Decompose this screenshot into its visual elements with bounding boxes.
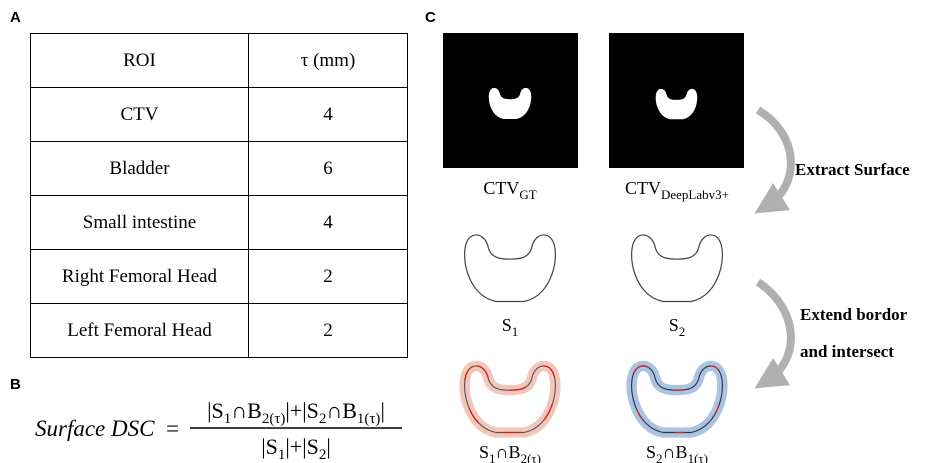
formula-lhs: Surface DSC — [35, 416, 155, 441]
table-cell: ROI — [31, 34, 249, 88]
table-cell: 4 — [249, 196, 408, 250]
step-label: Extend bordor — [800, 305, 908, 324]
text-part: ∩B — [326, 398, 357, 423]
text-part: CTV — [625, 178, 661, 198]
table-cell: Bladder — [31, 142, 249, 196]
subscript: 2 — [319, 411, 327, 427]
table-cell: 6 — [249, 142, 408, 196]
table-cell: Small intestine — [31, 196, 249, 250]
table-cell: 2 — [249, 250, 408, 304]
image-caption: S2∩B1(τ) — [646, 442, 708, 463]
step-label: and intersect — [800, 342, 894, 361]
subscript: 1 — [512, 324, 519, 339]
subscript: 2 — [679, 324, 686, 339]
table-cell: 4 — [249, 88, 408, 142]
formula-equals: = — [166, 416, 179, 441]
text-part: |S — [207, 398, 224, 423]
image-caption: S2 — [669, 315, 686, 339]
step-arrow — [758, 110, 791, 205]
subscript: 1(τ) — [688, 451, 708, 463]
formula-denominator: |S1|+|S2| — [261, 434, 331, 463]
table-cell: Right Femoral Head — [31, 250, 249, 304]
subscript: GT — [519, 187, 536, 202]
text-part: CTV — [483, 178, 519, 198]
table-cell: 2 — [249, 304, 408, 358]
panel-label: C — [425, 9, 436, 26]
image-caption: CTVGT — [483, 178, 536, 202]
surface-outline — [465, 235, 556, 302]
surface-outline — [632, 235, 723, 302]
text-part: ∩B — [231, 398, 262, 423]
text-part: S — [479, 442, 489, 462]
subscript: 2(τ) — [262, 411, 286, 427]
subscript: 1(τ) — [357, 411, 381, 427]
panel-label: B — [10, 376, 21, 393]
subscript: 2 — [319, 447, 327, 463]
subscript: 1 — [278, 447, 286, 463]
panel-label: A — [10, 9, 21, 26]
text-part: S — [646, 442, 656, 462]
text-part: | — [380, 398, 384, 423]
subscript: DeepLabv3+ — [661, 187, 729, 202]
figure: A B C Surface DSC = |S1∩B2(τ)|+|S2∩B1(τ)… — [0, 0, 930, 463]
subscript: 1 — [224, 411, 232, 427]
step-label: Extract Surface — [795, 160, 910, 179]
text-part: |S — [261, 434, 278, 459]
text-part: |+|S — [285, 398, 318, 423]
text-part: |+|S — [285, 434, 318, 459]
image-caption: CTVDeepLabv3+ — [625, 178, 729, 202]
surface-outline — [632, 366, 723, 433]
text-part: S — [669, 315, 679, 335]
text-part: S — [502, 315, 512, 335]
formula-numerator: |S1∩B2(τ)|+|S2∩B1(τ)| — [207, 398, 385, 427]
table-cell: τ (mm) — [249, 34, 408, 88]
step-arrow — [758, 282, 791, 380]
subscript: 2(τ) — [521, 451, 541, 463]
table-cell: Left Femoral Head — [31, 304, 249, 358]
text-part: ∩B — [496, 442, 521, 462]
text-part: ∩B — [663, 442, 688, 462]
image-caption: S1∩B2(τ) — [479, 442, 541, 463]
table-cell: CTV — [31, 88, 249, 142]
text-part: | — [326, 434, 330, 459]
image-caption: S1 — [502, 315, 519, 339]
